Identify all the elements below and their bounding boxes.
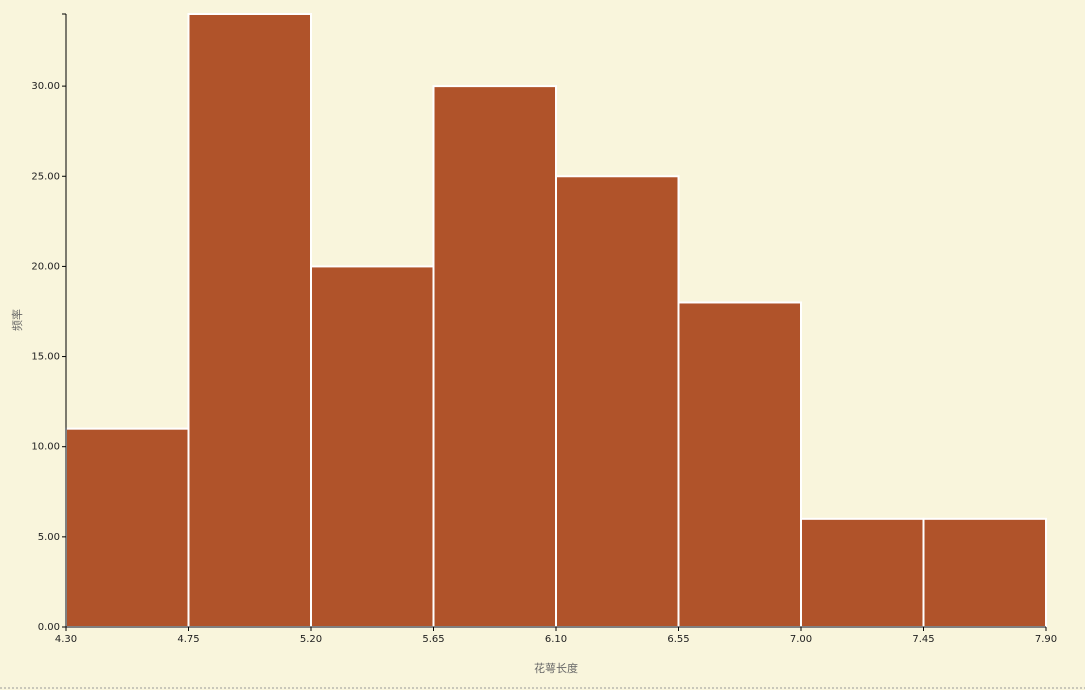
bar — [65, 427, 190, 629]
x-tick-label: 6.55 — [667, 634, 689, 645]
x-tick-label: 6.10 — [545, 634, 567, 645]
x-tick-label: 5.65 — [422, 634, 444, 645]
y-tick-label: 20.00 — [31, 261, 60, 272]
bar — [677, 301, 802, 628]
x-tick-label: 7.90 — [1035, 634, 1057, 645]
x-tick-label: 4.75 — [177, 634, 199, 645]
bar — [922, 517, 1047, 629]
bar — [310, 265, 435, 628]
x-tick-label: 4.30 — [55, 634, 77, 645]
bar — [800, 517, 925, 629]
x-tick-label: 5.20 — [300, 634, 322, 645]
y-tick-label: 15.00 — [31, 352, 60, 363]
y-tick-label: 25.00 — [31, 171, 60, 182]
y-tick-label: 30.00 — [31, 81, 60, 92]
x-tick-label: 7.45 — [912, 634, 934, 645]
y-axis-label: 频率 — [10, 309, 24, 331]
y-tick-label: 10.00 — [31, 442, 60, 453]
x-axis-label: 花萼长度 — [534, 661, 578, 675]
x-tick-label: 7.00 — [790, 634, 812, 645]
y-tick-label: 5.00 — [38, 532, 60, 543]
bar — [187, 13, 312, 628]
y-tick-label: 0.00 — [38, 622, 60, 633]
bar — [432, 85, 557, 628]
bar — [555, 175, 680, 628]
